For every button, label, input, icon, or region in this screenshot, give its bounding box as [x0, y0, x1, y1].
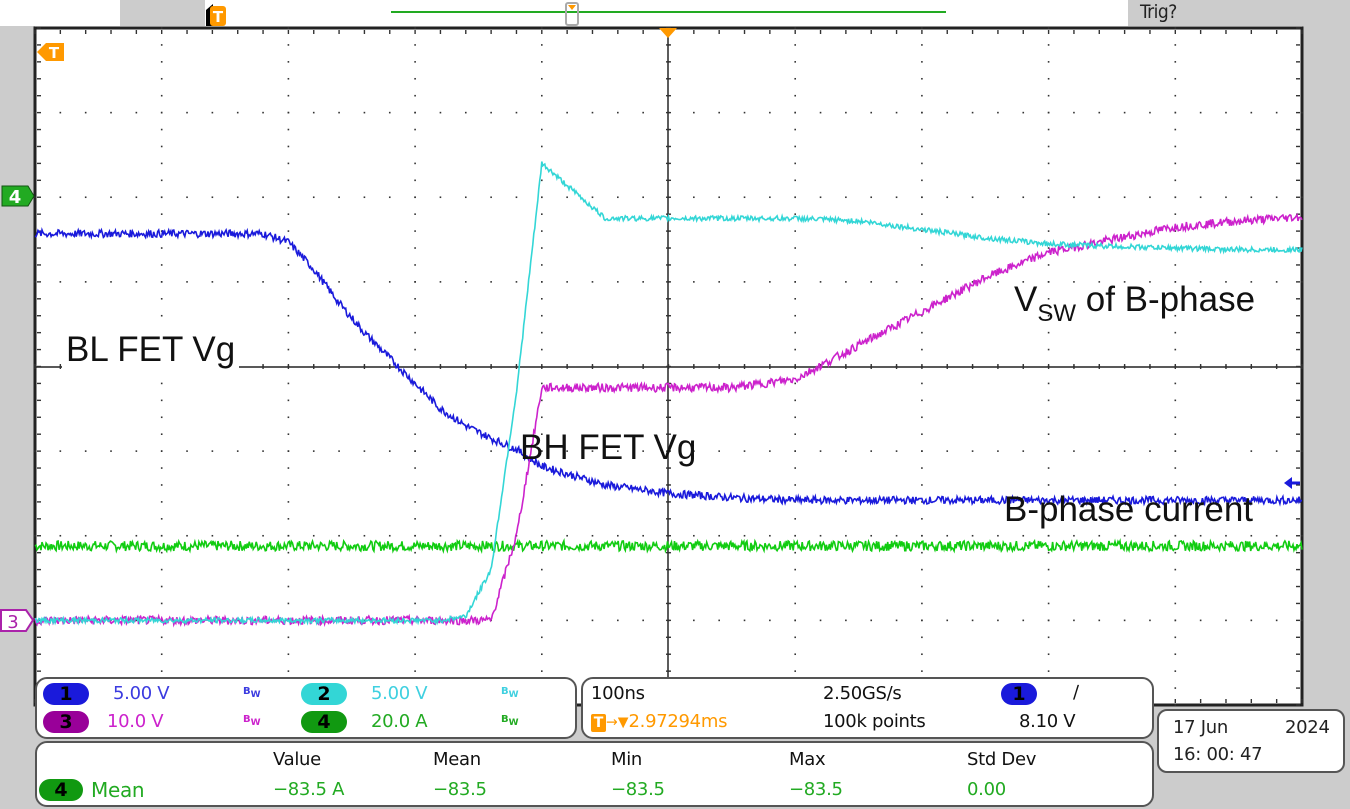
record-view-window [565, 2, 579, 26]
ch3-ground-marker-icon: 3 [0, 609, 35, 633]
measurement-value: −83.5 A [273, 779, 345, 800]
left-chrome [0, 26, 35, 809]
trigger-offset-t-icon: T [591, 713, 606, 732]
ch1-bandwidth-limit-icon: BW [243, 686, 261, 700]
time: 16: 00: 47 [1173, 744, 1263, 765]
ch4-bandwidth-limit-icon: BW [501, 714, 519, 728]
waveform-2 [34, 161, 1303, 626]
ch1-badge[interactable]: 1 [43, 683, 89, 705]
ch4-badge[interactable]: 4 [301, 711, 347, 733]
measurement-max: −83.5 [789, 779, 843, 800]
measurement-header-value: Value [273, 749, 321, 770]
trigger-slope-icon[interactable]: ∕ [1073, 682, 1079, 703]
trigger-level-marker-icon: T [37, 43, 64, 62]
datetime-panel: 17 Jun 2024 16: 00: 47 [1157, 709, 1345, 773]
measurement-header-min: Min [611, 749, 643, 770]
annotation-vsw: VSW of B-phase [1014, 280, 1256, 327]
year: 2024 [1285, 717, 1330, 738]
measurement-type[interactable]: Mean [91, 778, 145, 802]
record-position-bar[interactable] [205, 2, 1128, 26]
date: 17 Jun [1173, 717, 1228, 738]
measurement-channel-badge[interactable]: 4 [39, 779, 83, 801]
ch1-level-arrow-icon [1284, 477, 1292, 489]
trigger-offset: 2.97294ms [628, 711, 728, 732]
measurement-std-dev: 0.00 [967, 779, 1006, 800]
top-right-chrome [1128, 0, 1350, 26]
waveform-3 [34, 212, 1303, 628]
ch2-badge[interactable]: 2 [301, 683, 347, 705]
timebase-trigger-panel[interactable]: 100ns 2.50GS/s 1 ∕ T →▼2.97294ms 100k poi… [581, 677, 1154, 739]
ch3-badge[interactable]: 3 [43, 711, 89, 733]
trigger-level[interactable]: 8.10 V [1019, 711, 1076, 732]
ch3-scale[interactable]: 10.0 V [107, 711, 164, 732]
ch1-scale[interactable]: 5.00 V [113, 683, 170, 704]
trigger-position-marker-icon: T [206, 4, 226, 26]
annotation-bl-fet-vg: BL FET Vg [62, 330, 240, 370]
ch2-bandwidth-limit-icon: BW [501, 686, 519, 700]
svg-text:3: 3 [7, 612, 18, 633]
horizontal-scale[interactable]: 100ns [591, 683, 645, 704]
waveform-1 [34, 227, 1303, 507]
ch2-scale[interactable]: 5.00 V [371, 683, 428, 704]
ch4-ground-marker-icon: 4 [1, 185, 35, 208]
measurement-header-std-dev: Std Dev [967, 749, 1037, 770]
svg-text:T: T [49, 44, 60, 62]
measurement-min: −83.5 [611, 779, 665, 800]
channel-settings-panel[interactable]: 1 5.00 V BW 2 5.00 V BW 3 10.0 V BW 4 20… [35, 677, 577, 739]
annotation-b-phase-current: B-phase current [1004, 490, 1254, 529]
trigger-offset-group[interactable]: T →▼2.97294ms [591, 711, 727, 732]
measurement-header-max: Max [789, 749, 826, 770]
svg-text:T: T [213, 8, 224, 26]
ch4-scale[interactable]: 20.0 A [371, 711, 428, 732]
arrow-icon: →▼ [606, 714, 629, 731]
measurement-panel[interactable]: Value Mean Min Max Std Dev 4 Mean −83.5 … [35, 741, 1154, 807]
right-chrome [1302, 26, 1350, 809]
trigger-status: Trig? [1140, 1, 1177, 23]
trigger-time-marker-icon [659, 28, 677, 38]
svg-text:4: 4 [9, 187, 22, 208]
top-left-chrome [120, 0, 205, 26]
waveform-4 [34, 538, 1303, 555]
measurement-mean: −83.5 [433, 779, 487, 800]
measurement-header-mean: Mean [433, 749, 481, 770]
sample-rate: 2.50GS/s [823, 683, 902, 704]
annotation-bh-fet-vg: BH FET Vg [520, 428, 697, 467]
trigger-source-badge[interactable]: 1 [1001, 683, 1037, 705]
record-length: 100k points [823, 711, 926, 732]
ch3-bandwidth-limit-icon: BW [243, 714, 261, 728]
